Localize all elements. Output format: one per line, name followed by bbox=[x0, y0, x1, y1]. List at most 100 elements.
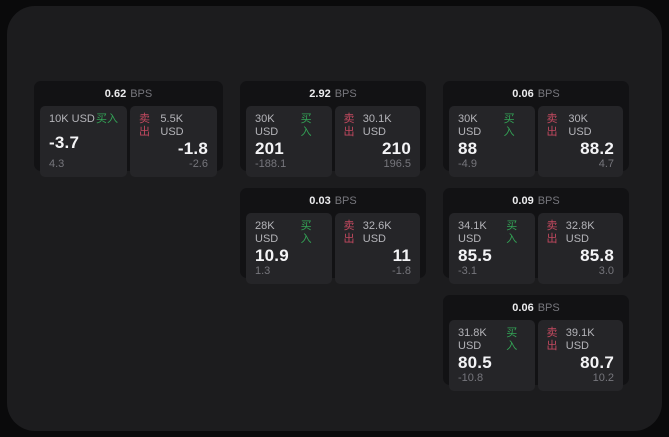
buy-side-label: 买入 bbox=[96, 113, 118, 125]
quote-cells: 10K USD 买入 -3.7 4.3 卖出 5.5K USD -1.8 -2.… bbox=[34, 106, 223, 183]
buy-tile[interactable]: 31.8K USD 买入 80.5 -10.8 bbox=[449, 320, 535, 391]
sell-tile-top: 卖出 5.5K USD bbox=[139, 113, 208, 139]
buy-price: 201 bbox=[255, 139, 284, 158]
bps-value: 0.06 bbox=[512, 87, 534, 100]
sell-tile[interactable]: 卖出 32.8K USD 85.8 3.0 bbox=[537, 213, 623, 284]
sell-price: 80.7 bbox=[580, 353, 614, 372]
sell-tile[interactable]: 卖出 30.1K USD 210 196.5 bbox=[334, 106, 420, 177]
quote-card: 0.62 BPS 10K USD 买入 -3.7 4.3 卖出 5.5K USD bbox=[34, 81, 223, 177]
quote-cells: 34.1K USD 买入 85.5 -3.1 卖出 32.8K USD 85.8… bbox=[443, 213, 629, 290]
sell-price: 88.2 bbox=[580, 139, 614, 158]
sell-side-label: 卖出 bbox=[139, 113, 150, 138]
quote-cells: 28K USD 买入 10.9 1.3 卖出 32.6K USD 11 -1.8 bbox=[240, 213, 426, 290]
sell-amount: 5.5K USD bbox=[160, 113, 184, 138]
buy-tile-top: 34.1K USD 买入 bbox=[458, 220, 526, 246]
sell-amount: 32.8K USD bbox=[565, 220, 595, 245]
buy-side-label: 买入 bbox=[506, 220, 518, 245]
buy-tile-top: 30K USD 买入 bbox=[255, 113, 323, 139]
sell-tile[interactable]: 卖出 32.6K USD 11 -1.8 bbox=[334, 213, 420, 284]
sell-sub-value: 10.2 bbox=[592, 372, 614, 384]
bps-value: 0.03 bbox=[309, 194, 331, 207]
buy-side-label: 买入 bbox=[506, 327, 518, 352]
buy-price: 85.5 bbox=[458, 246, 492, 265]
bps-header: 0.06 BPS bbox=[443, 81, 629, 106]
bps-unit-label: BPS bbox=[334, 194, 357, 207]
bps-value: 0.06 bbox=[512, 301, 534, 314]
buy-sub-value: 1.3 bbox=[255, 265, 271, 277]
buy-side-label: 买入 bbox=[503, 113, 515, 138]
bps-value: 0.09 bbox=[512, 194, 534, 207]
sell-amount: 39.1K USD bbox=[565, 327, 595, 352]
buy-tile-top: 10K USD 买入 bbox=[49, 113, 118, 126]
quote-cards-grid: 0.62 BPS 10K USD 买入 -3.7 4.3 卖出 5.5K USD bbox=[34, 81, 629, 391]
bps-value: 0.62 bbox=[104, 87, 127, 100]
sell-tile[interactable]: 卖出 30K USD 88.2 4.7 bbox=[537, 106, 623, 177]
buy-side-label: 买入 bbox=[300, 220, 312, 245]
buy-sub-value: -10.8 bbox=[458, 372, 484, 384]
buy-tile[interactable]: 28K USD 买入 10.9 1.3 bbox=[246, 213, 332, 284]
sell-price: 210 bbox=[382, 139, 411, 158]
sell-price: 85.8 bbox=[580, 246, 614, 265]
bps-unit-label: BPS bbox=[334, 87, 357, 100]
bps-header: 2.92 BPS bbox=[240, 81, 426, 106]
buy-price: -3.7 bbox=[49, 132, 80, 152]
quote-card: 0.06 BPS 30K USD 买入 88 -4.9 卖出 30K USD bbox=[443, 81, 629, 177]
buy-tile[interactable]: 30K USD 买入 201 -188.1 bbox=[246, 106, 332, 177]
buy-price: 88 bbox=[458, 139, 478, 158]
bps-unit-label: BPS bbox=[130, 87, 153, 100]
sell-sub-value: -1.8 bbox=[392, 265, 411, 277]
bps-header: 0.03 BPS bbox=[240, 188, 426, 213]
sell-tile-top: 卖出 30K USD bbox=[547, 113, 615, 139]
bps-header: 0.09 BPS bbox=[443, 188, 629, 213]
bps-header: 0.06 BPS bbox=[443, 295, 629, 320]
sell-price: 11 bbox=[392, 246, 411, 265]
sell-amount: 32.6K USD bbox=[362, 220, 392, 245]
buy-tile-top: 31.8K USD 买入 bbox=[458, 327, 526, 353]
quote-card: 0.06 BPS 31.8K USD 买入 80.5 -10.8 卖出 39.1… bbox=[443, 295, 629, 391]
buy-amount: 34.1K USD bbox=[458, 220, 487, 245]
buy-tile[interactable]: 10K USD 买入 -3.7 4.3 bbox=[40, 106, 127, 177]
buy-side-label: 买入 bbox=[300, 113, 312, 138]
buy-tile-top: 28K USD 买入 bbox=[255, 220, 323, 246]
sell-side-label: 卖出 bbox=[546, 220, 558, 245]
buy-amount: 28K USD bbox=[255, 220, 279, 245]
sell-amount: 30K USD bbox=[568, 113, 592, 138]
quote-card: 0.09 BPS 34.1K USD 买入 85.5 -3.1 卖出 32.8K… bbox=[443, 188, 629, 284]
sell-sub-value: 3.0 bbox=[598, 265, 614, 277]
sell-price: -1.8 bbox=[177, 139, 208, 158]
buy-sub-value: -188.1 bbox=[255, 158, 287, 170]
buy-amount: 31.8K USD bbox=[458, 327, 487, 352]
sell-sub-value: 4.7 bbox=[598, 158, 614, 170]
quote-cells: 31.8K USD 买入 80.5 -10.8 卖出 39.1K USD 80.… bbox=[443, 320, 629, 397]
sell-side-label: 卖出 bbox=[343, 113, 355, 138]
main-panel: 0.62 BPS 10K USD 买入 -3.7 4.3 卖出 5.5K USD bbox=[7, 6, 662, 431]
bps-unit-label: BPS bbox=[537, 301, 560, 314]
buy-tile[interactable]: 34.1K USD 买入 85.5 -3.1 bbox=[449, 213, 535, 284]
buy-sub-value: 4.3 bbox=[49, 158, 65, 170]
buy-amount: 10K USD bbox=[49, 113, 95, 125]
buy-sub-value: -3.1 bbox=[458, 265, 477, 277]
bps-header: 0.62 BPS bbox=[34, 81, 223, 106]
sell-sub-value: 196.5 bbox=[383, 158, 411, 170]
bps-value: 2.92 bbox=[309, 87, 331, 100]
quote-card: 0.03 BPS 28K USD 买入 10.9 1.3 卖出 32.6K US… bbox=[240, 188, 426, 284]
sell-side-label: 卖出 bbox=[546, 327, 558, 352]
sell-tile-top: 卖出 30.1K USD bbox=[344, 113, 412, 139]
sell-tile[interactable]: 卖出 5.5K USD -1.8 -2.6 bbox=[130, 106, 217, 177]
quote-card: 2.92 BPS 30K USD 买入 201 -188.1 卖出 30.1K … bbox=[240, 81, 426, 177]
buy-amount: 30K USD bbox=[255, 113, 279, 138]
sell-tile-top: 卖出 32.8K USD bbox=[547, 220, 615, 246]
buy-tile[interactable]: 30K USD 买入 88 -4.9 bbox=[449, 106, 535, 177]
buy-tile-top: 30K USD 买入 bbox=[458, 113, 526, 139]
sell-tile-top: 卖出 39.1K USD bbox=[547, 327, 615, 353]
buy-sub-value: -4.9 bbox=[458, 158, 477, 170]
sell-sub-value: -2.6 bbox=[189, 158, 208, 170]
bps-unit-label: BPS bbox=[537, 87, 560, 100]
sell-tile[interactable]: 卖出 39.1K USD 80.7 10.2 bbox=[537, 320, 623, 391]
buy-price: 80.5 bbox=[458, 353, 492, 372]
bps-unit-label: BPS bbox=[537, 194, 560, 207]
sell-amount: 30.1K USD bbox=[362, 113, 392, 138]
sell-side-label: 卖出 bbox=[546, 113, 558, 138]
sell-side-label: 卖出 bbox=[343, 220, 355, 245]
quote-cells: 30K USD 买入 201 -188.1 卖出 30.1K USD 210 1… bbox=[240, 106, 426, 183]
